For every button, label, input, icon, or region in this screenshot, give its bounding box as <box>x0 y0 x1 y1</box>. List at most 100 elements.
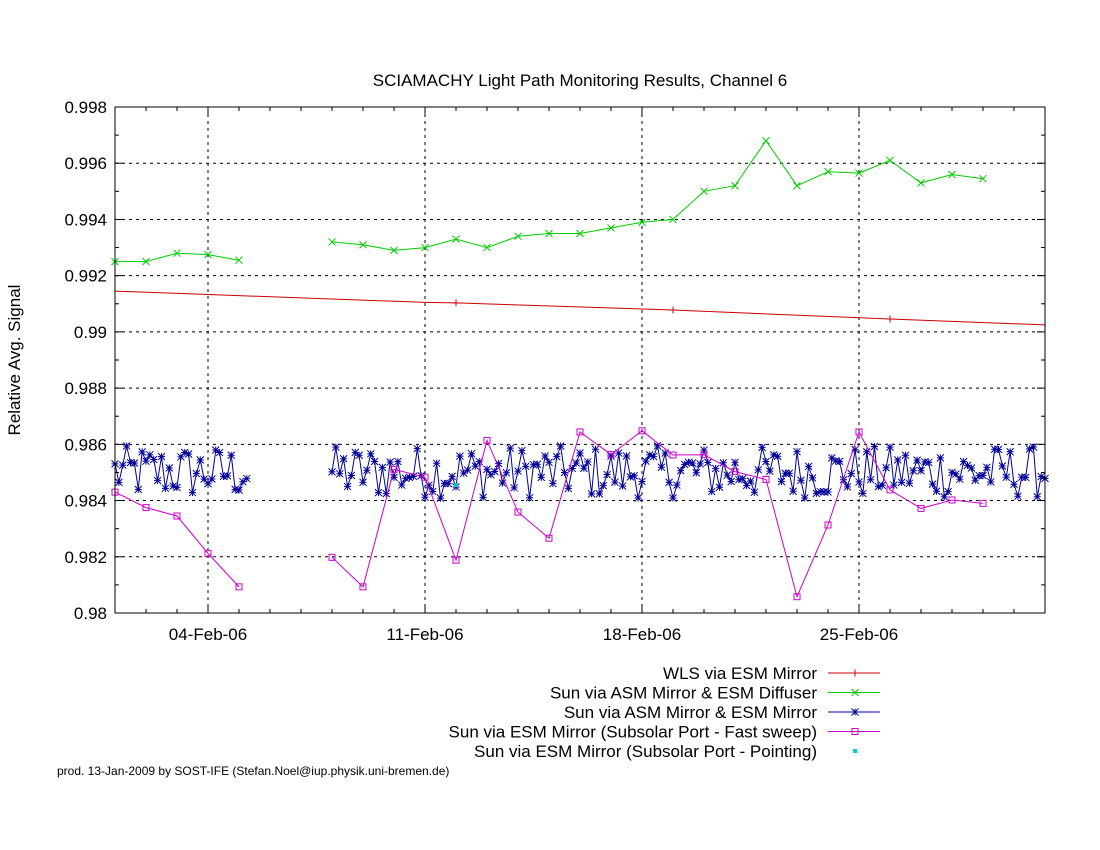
data-point <box>454 483 458 488</box>
data-point <box>886 486 894 494</box>
data-point <box>142 504 150 512</box>
data-point <box>421 243 429 252</box>
data-point <box>204 250 212 259</box>
data-point <box>905 479 914 488</box>
data-point <box>138 448 146 456</box>
data-point <box>855 478 863 486</box>
y-tick-label: 0.982 <box>64 548 107 567</box>
data-point <box>847 469 856 478</box>
data-point <box>793 447 801 456</box>
y-tick-label: 0.994 <box>64 210 107 229</box>
data-point <box>638 477 646 486</box>
data-point <box>483 243 491 252</box>
data-point <box>994 445 1003 454</box>
data-point <box>173 512 181 520</box>
data-point <box>355 451 363 460</box>
data-point <box>711 464 720 473</box>
legend-label: Sun via ESM Mirror (Subsolar Port - Poin… <box>474 742 817 761</box>
data-point <box>607 224 615 232</box>
data-point <box>835 457 844 466</box>
data-point <box>979 499 987 507</box>
data-point <box>754 465 763 474</box>
data-point <box>704 458 712 467</box>
data-point <box>812 489 821 498</box>
data-point <box>463 466 472 474</box>
data-point <box>545 534 553 542</box>
data-point <box>777 477 786 486</box>
data-point <box>917 466 925 475</box>
data-point <box>440 479 449 488</box>
data-point <box>893 456 902 464</box>
data-point <box>494 459 503 468</box>
data-point <box>142 457 150 466</box>
data-point <box>785 469 794 478</box>
data-point <box>940 492 949 501</box>
data-point <box>680 460 689 469</box>
data-point <box>948 170 956 179</box>
data-point <box>831 457 840 465</box>
data-point <box>177 453 185 461</box>
y-tick-label: 0.986 <box>64 435 107 454</box>
data-point <box>886 156 894 165</box>
data-point <box>533 460 542 469</box>
data-point <box>948 496 956 504</box>
data-point <box>378 463 387 472</box>
data-point <box>886 315 894 323</box>
x-tick-label: 11-Feb-06 <box>386 625 463 644</box>
data-point <box>824 167 832 176</box>
x-tick-label: 04-Feb-06 <box>169 625 247 644</box>
data-point <box>223 472 232 480</box>
data-point <box>363 466 371 475</box>
data-point <box>750 488 759 497</box>
data-point <box>948 468 956 477</box>
data-point <box>890 481 898 489</box>
data-point <box>204 549 212 557</box>
data-point <box>479 493 487 502</box>
data-point <box>921 457 929 466</box>
data-point <box>239 477 247 486</box>
legend-marker <box>851 688 859 697</box>
series-line <box>114 290 1046 326</box>
data-point <box>514 232 522 241</box>
data-point <box>328 553 336 561</box>
data-point <box>173 249 181 258</box>
data-point <box>742 481 751 490</box>
legend-label: Sun via ASM Mirror & ESM Diffuser <box>550 684 817 703</box>
data-point <box>525 493 534 502</box>
data-point <box>669 451 677 459</box>
data-point <box>169 482 177 490</box>
data-point <box>855 169 863 177</box>
data-point <box>498 479 507 487</box>
data-point <box>727 477 735 486</box>
data-point <box>514 467 522 475</box>
data-point <box>351 448 360 457</box>
data-point <box>1025 445 1034 453</box>
data-point <box>611 478 619 486</box>
data-point <box>328 468 336 476</box>
legend-swatch <box>853 749 857 753</box>
data-point <box>1010 480 1018 489</box>
data-point <box>576 229 584 238</box>
data-point <box>471 462 480 470</box>
data-point <box>998 462 1007 470</box>
data-point <box>622 452 631 460</box>
data-point <box>397 481 406 489</box>
data-point <box>886 443 894 451</box>
data-point <box>142 257 150 266</box>
data-point <box>428 487 437 496</box>
data-point <box>591 445 600 454</box>
data-point <box>626 473 635 481</box>
data-point <box>1002 473 1011 482</box>
data-point <box>642 457 650 465</box>
data-point <box>762 457 770 466</box>
legend-label: Sun via ESM Mirror (Subsolar Port - Fast… <box>449 723 817 742</box>
data-point <box>456 452 464 460</box>
data-point <box>684 458 693 467</box>
data-point <box>952 470 960 478</box>
data-point <box>227 451 236 460</box>
data-point <box>343 482 352 491</box>
data-point <box>339 454 348 463</box>
data-point <box>370 457 379 466</box>
